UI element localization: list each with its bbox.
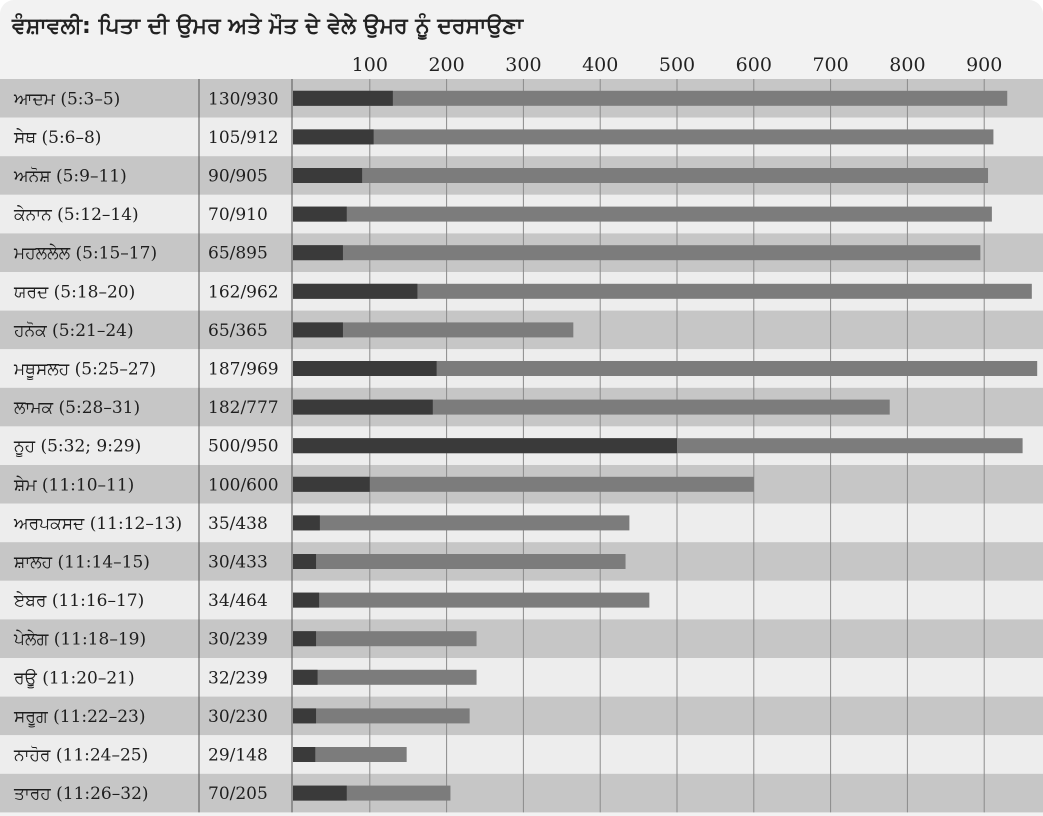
row-background (0, 619, 1043, 658)
row-name: ਸੇਥ (5:6–8) (13, 128, 101, 148)
row-name: ਅਰਪਕਸਦ (11:12–13) (13, 514, 182, 534)
row-value-label: 70/910 (208, 205, 268, 225)
row-value-label: 90/905 (208, 167, 268, 187)
lifespan-bar (293, 592, 650, 608)
x-tick-label: 200 (428, 54, 464, 76)
father-age-bar (293, 747, 316, 762)
father-age-bar (293, 669, 318, 685)
father-age-bar (293, 785, 347, 801)
row-name: ਹਨੋਕ (5:21–24) (13, 321, 134, 341)
row-name: ਯਰਦ (5:18–20) (13, 282, 135, 302)
x-tick-label: 900 (966, 54, 1002, 76)
father-age-bar (293, 90, 393, 106)
row-value-label: 187/969 (208, 360, 279, 380)
father-age-bar (293, 129, 374, 145)
x-tick-label: 300 (505, 54, 541, 76)
row-value-label: 30/230 (208, 707, 268, 727)
lifespan-bar (293, 283, 1032, 299)
row-name: ਮਹਲਲੇਲ (5:15–17) (13, 244, 157, 264)
row-value-label: 34/464 (208, 591, 268, 611)
father-age-bar (293, 206, 347, 222)
row-value-label: 500/950 (208, 437, 279, 457)
row-background (0, 658, 1043, 697)
row-name: ਲਾਮਕ (5:28–31) (13, 398, 140, 418)
lifespan-bar (293, 669, 477, 685)
row-value-label: 182/777 (208, 398, 279, 418)
lifespan-bar (293, 206, 992, 222)
row-name: ਏਬਰ (11:16–17) (13, 591, 144, 611)
row-name: ਤਾਰਹ (11:26–32) (13, 784, 149, 804)
father-age-bar (293, 515, 320, 531)
lifespan-bar (293, 631, 477, 647)
father-age-bar (293, 399, 433, 415)
lifespan-bar (293, 168, 989, 183)
row-name: ਆਦਮ (5:3–5) (13, 89, 120, 109)
lifespan-bar (293, 708, 470, 724)
father-age-bar (293, 592, 320, 608)
x-tick-label: 100 (352, 54, 388, 76)
x-tick-label: 500 (659, 54, 695, 76)
lifespan-bar (293, 399, 890, 415)
row-value-label: 100/600 (208, 475, 279, 495)
row-value-label: 32/239 (208, 668, 268, 688)
row-name: ਅਨੋਸ਼ (5:9–11) (13, 167, 127, 187)
lifespan-bar (293, 90, 1008, 106)
row-background (0, 735, 1043, 774)
lifespan-bar (293, 245, 981, 261)
row-background (0, 773, 1043, 813)
father-age-bar (293, 361, 437, 376)
row-value-label: 162/962 (208, 282, 279, 302)
row-value-label: 130/930 (208, 89, 279, 109)
x-tick-label: 400 (582, 54, 618, 76)
x-tick-label: 600 (736, 54, 772, 76)
x-tick-label: 800 (889, 54, 925, 76)
father-age-bar (293, 476, 370, 492)
father-age-bar (293, 245, 343, 261)
father-age-bar (293, 708, 317, 724)
lifespan-bar (293, 361, 1038, 376)
row-name: ਰਊ (11:20–21) (13, 668, 135, 688)
row-name: ਨੂਹ (5:32; 9:29) (13, 437, 141, 457)
father-age-bar (293, 631, 317, 647)
row-value-label: 65/365 (208, 321, 268, 341)
row-value-label: 35/438 (208, 514, 268, 534)
lifespan-bar (293, 322, 574, 338)
lifespan-bar (293, 515, 630, 531)
father-age-bar (293, 168, 363, 183)
row-value-label: 105/912 (208, 128, 279, 148)
x-tick-label: 700 (812, 54, 848, 76)
row-name: ਮਥੂਸਲਹ (5:25–27) (13, 360, 156, 380)
row-name: ਸਰੂਗ (11:22–23) (13, 707, 146, 727)
row-name: ਕੇਨਾਨ (5:12–14) (13, 205, 139, 225)
father-age-bar (293, 283, 418, 299)
lifespan-bar (293, 747, 407, 762)
row-value-label: 30/433 (208, 553, 268, 573)
lifespan-bar (293, 554, 626, 569)
row-value-label: 30/239 (208, 630, 268, 650)
lifespan-bar (293, 129, 994, 145)
row-background (0, 696, 1043, 736)
father-age-bar (293, 554, 317, 569)
row-value-label: 65/895 (208, 244, 268, 264)
row-name: ਨਾਹੋਰ (11:24–25) (13, 746, 148, 766)
father-age-bar (293, 438, 677, 454)
lifespan-bar (293, 476, 754, 492)
row-name: ਸ਼ਾਲਹ (11:14–15) (13, 553, 150, 573)
row-name: ਪੇਲੇਗ (11:18–19) (13, 630, 146, 650)
row-value-label: 29/148 (208, 746, 268, 766)
chart-title: ਵੰਸ਼ਾਵਲੀ: ਪਿਤਾ ਦੀ ਉਮਰ ਅਤੇ ਮੌਤ ਦੇ ਵੇਲੇ ਉਮ… (12, 14, 523, 39)
row-value-label: 70/205 (208, 784, 268, 804)
father-age-bar (293, 322, 343, 338)
row-name: ਸ਼ੇਮ (11:10–11) (13, 475, 134, 495)
